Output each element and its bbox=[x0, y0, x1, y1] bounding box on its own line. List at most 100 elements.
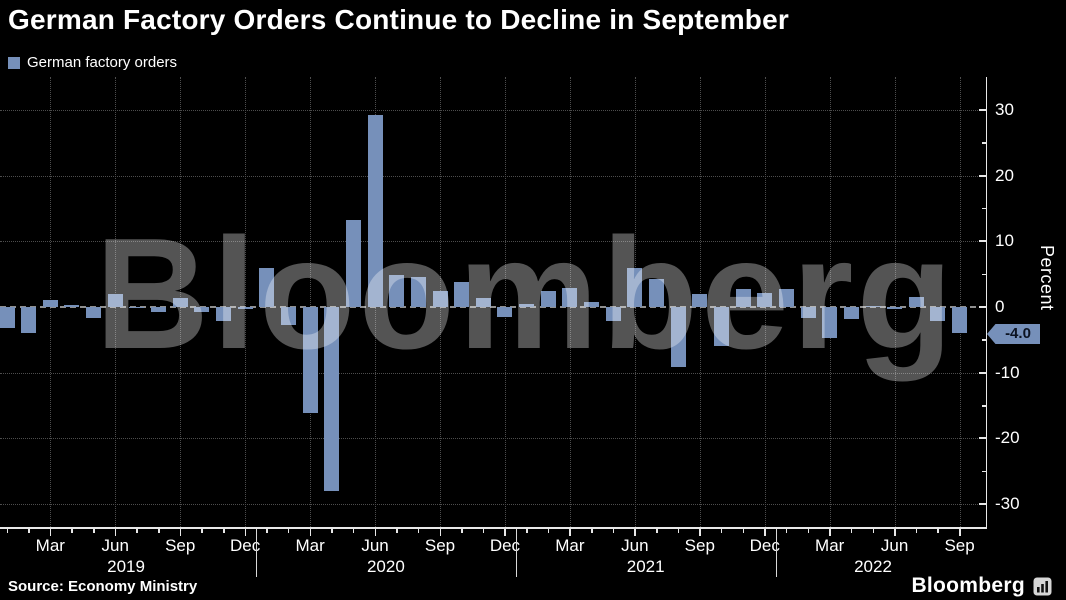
watermark: Bloomberg bbox=[95, 206, 956, 382]
y-minor-tick bbox=[981, 207, 986, 210]
bar-2019-08 bbox=[151, 307, 167, 313]
bar-chart-icon bbox=[1033, 577, 1052, 595]
x-minor-tick bbox=[872, 528, 874, 533]
page-title: German Factory Orders Continue to Declin… bbox=[8, 4, 789, 35]
y-axis-line bbox=[985, 77, 987, 529]
x-minor-tick bbox=[266, 528, 268, 533]
gridline-vertical bbox=[245, 77, 247, 527]
x-tick-label: Mar bbox=[295, 536, 325, 555]
bar-2022-06 bbox=[887, 307, 903, 309]
legend-label: German factory orders bbox=[27, 54, 178, 71]
x-minor-tick bbox=[158, 528, 160, 533]
legend: German factory orders bbox=[8, 54, 177, 71]
x-major-tick bbox=[374, 528, 377, 536]
gridline-horizontal bbox=[0, 438, 986, 440]
x-minor-tick bbox=[93, 528, 95, 533]
x-minor-tick bbox=[785, 528, 788, 533]
gridline-vertical bbox=[894, 77, 896, 527]
bar-2020-04 bbox=[324, 307, 340, 491]
x-minor-tick bbox=[915, 528, 918, 533]
bar-2019-02 bbox=[21, 307, 37, 333]
x-major-tick bbox=[244, 528, 247, 536]
bar-2022-09 bbox=[952, 307, 968, 334]
x-minor-tick bbox=[720, 528, 723, 533]
x-minor-tick bbox=[352, 528, 355, 533]
gridline-horizontal bbox=[0, 504, 986, 506]
bar-2022-04 bbox=[843, 307, 859, 320]
zero-line bbox=[0, 306, 986, 308]
bar-2021-05 bbox=[605, 307, 621, 322]
x-minor-tick bbox=[417, 528, 420, 533]
y-major-tick bbox=[978, 108, 986, 111]
y-tick-label: 10 bbox=[995, 231, 1014, 251]
x-minor-tick bbox=[742, 528, 745, 533]
y-tick-label: 0 bbox=[995, 297, 1005, 316]
x-major-tick bbox=[439, 528, 441, 536]
bar-2019-06 bbox=[107, 293, 123, 307]
x-axis-line bbox=[0, 527, 987, 529]
x-minor-tick bbox=[201, 528, 203, 533]
x-minor-tick bbox=[807, 528, 810, 533]
year-label: 2021 bbox=[626, 557, 665, 576]
x-major-tick bbox=[569, 528, 571, 536]
bar-2019-01 bbox=[0, 307, 15, 329]
bar-2021-06 bbox=[627, 268, 643, 307]
x-minor-tick bbox=[287, 528, 290, 533]
y-tick-label: -10 bbox=[995, 362, 1020, 382]
x-minor-tick bbox=[136, 528, 138, 533]
bar-2020-07 bbox=[389, 275, 405, 307]
source-note: Source: Economy Ministry bbox=[8, 578, 198, 595]
year-divider bbox=[255, 528, 257, 577]
bar-2022-03 bbox=[822, 307, 838, 338]
bar-2021-04 bbox=[584, 301, 600, 307]
x-minor-tick bbox=[656, 528, 658, 533]
x-minor-tick bbox=[526, 528, 528, 533]
x-major-tick bbox=[634, 528, 636, 536]
gridline-vertical bbox=[310, 77, 312, 527]
x-tick-label: Mar bbox=[815, 536, 845, 555]
bar-2020-08 bbox=[410, 276, 426, 307]
x-tick-label: Jun bbox=[101, 536, 129, 555]
x-tick-label: Sep bbox=[684, 536, 715, 555]
y-minor-tick bbox=[981, 142, 986, 144]
y-major-tick bbox=[978, 503, 986, 506]
bar-2021-02 bbox=[540, 291, 556, 307]
x-major-tick bbox=[959, 528, 961, 536]
bar-2020-10 bbox=[454, 282, 470, 307]
bar-2021-01 bbox=[519, 304, 535, 307]
bar-2022-02 bbox=[800, 307, 816, 318]
x-major-tick bbox=[504, 528, 506, 536]
gridline-horizontal bbox=[0, 109, 986, 111]
bar-2020-06 bbox=[367, 115, 383, 307]
y-major-tick bbox=[978, 437, 986, 440]
y-axis-title: Percent bbox=[1037, 245, 1057, 311]
x-minor-tick bbox=[223, 528, 225, 533]
x-major-tick bbox=[894, 528, 896, 536]
x-tick-label: Dec bbox=[749, 536, 780, 555]
y-tick-label: -20 bbox=[995, 428, 1020, 448]
bar-2019-04 bbox=[64, 305, 80, 307]
bar-2020-09 bbox=[432, 291, 448, 307]
x-minor-tick bbox=[331, 528, 333, 533]
bar-2020-05 bbox=[345, 220, 361, 307]
bar-2021-03 bbox=[562, 287, 578, 307]
y-minor-tick bbox=[981, 339, 986, 341]
y-tick-label: -30 bbox=[995, 494, 1020, 514]
x-tick-label: Sep bbox=[165, 536, 196, 555]
x-minor-tick bbox=[396, 528, 398, 533]
x-major-tick bbox=[179, 528, 182, 536]
x-major-tick bbox=[699, 528, 701, 536]
bar-2020-11 bbox=[475, 298, 491, 307]
year-label: 2019 bbox=[107, 557, 145, 576]
x-minor-tick bbox=[591, 528, 593, 533]
legend-swatch-icon bbox=[8, 56, 20, 69]
bar-2020-01 bbox=[259, 268, 275, 307]
x-major-tick bbox=[829, 528, 831, 536]
gridline-horizontal bbox=[0, 175, 986, 177]
y-tick-label: 20 bbox=[995, 165, 1014, 185]
x-tick-label: Dec bbox=[489, 536, 521, 555]
bar-2022-07 bbox=[908, 297, 924, 307]
year-divider bbox=[515, 528, 517, 577]
x-major-tick bbox=[764, 528, 766, 536]
